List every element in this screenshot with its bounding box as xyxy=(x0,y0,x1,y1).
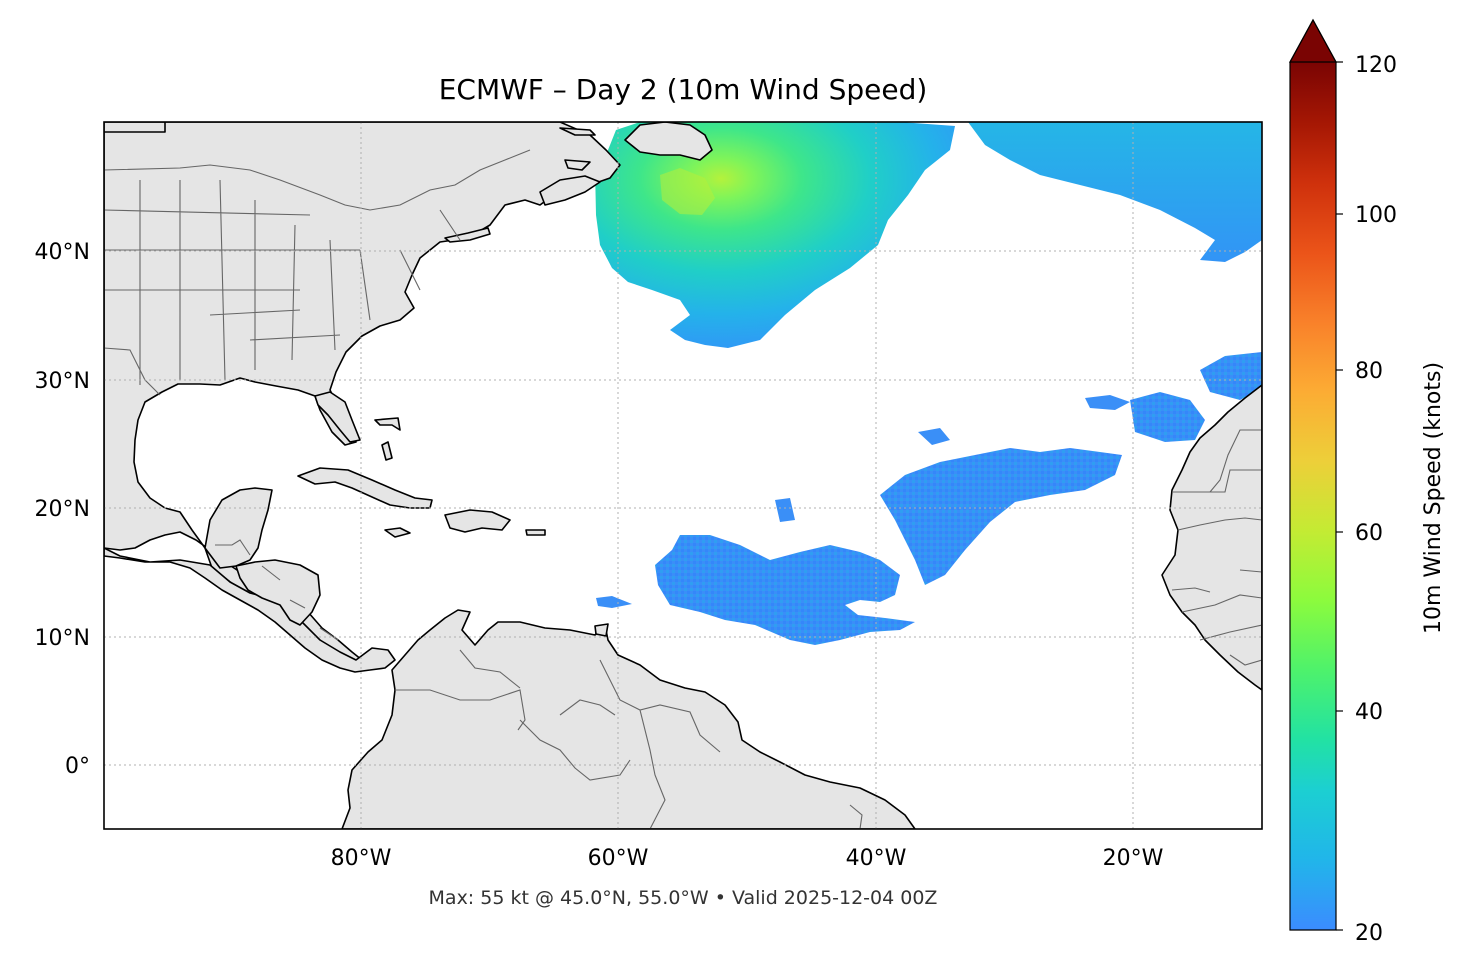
colorbar-outline xyxy=(1289,18,1337,931)
hispaniola-land xyxy=(444,509,511,533)
colorbar-tick-label-120: 120 xyxy=(1355,53,1397,78)
us-state-borders xyxy=(104,179,461,385)
central-america-isthmus-land xyxy=(235,559,321,626)
bahamas-land-2 xyxy=(381,441,393,461)
storm-core xyxy=(660,168,715,215)
colorbar-tick-label-60: 60 xyxy=(1355,521,1383,546)
map-caption: Max: 55 kt @ 45.0°N, 55.0°W • Valid 2025… xyxy=(429,887,938,909)
colorbar: 20 40 60 80 100 120 10m Wind Speed (knot… xyxy=(1288,18,1446,946)
lat-label-30: 30°N xyxy=(35,369,90,394)
isolated-wind-patch xyxy=(596,596,632,608)
colorbar-ticks xyxy=(1336,61,1343,931)
land-layer xyxy=(104,122,1262,829)
nova-scotia-land xyxy=(539,175,601,206)
longitude-labels: 80°W 60°W 40°W 20°W xyxy=(331,846,1164,871)
isolated-wind-patch-2 xyxy=(775,498,795,522)
canary-trades-wind-region xyxy=(1200,352,1262,400)
graticule xyxy=(104,122,1262,829)
canary-trades-wind-patch xyxy=(1130,392,1205,442)
isolated-wind-patch-4 xyxy=(918,428,950,445)
jamaica-land xyxy=(384,527,411,538)
lat-label-20: 20°N xyxy=(35,497,90,522)
colorbar-tick-label-40: 40 xyxy=(1355,700,1383,725)
colorbar-extend-arrow xyxy=(1288,18,1338,63)
africa-land xyxy=(1161,384,1262,691)
florida-peninsula-land xyxy=(314,391,361,443)
lon-label-60w: 60°W xyxy=(588,846,649,871)
colorbar-gradient xyxy=(1290,62,1336,930)
newfoundland-land xyxy=(624,122,713,161)
lon-label-80w: 80°W xyxy=(331,846,392,871)
colorbar-tick-label-80: 80 xyxy=(1355,359,1383,384)
latitude-labels: 40°N 30°N 20°N 10°N 0° xyxy=(35,240,90,779)
bahamas-land xyxy=(374,417,401,431)
lat-label-0: 0° xyxy=(65,754,90,779)
lon-label-20w: 20°W xyxy=(1103,846,1164,871)
prince-edward-island-land xyxy=(564,159,591,171)
tropical-trades-central-wind-region xyxy=(880,448,1122,585)
puerto-rico-land xyxy=(525,529,546,536)
south-america-borders xyxy=(395,649,863,829)
us-mexico-border xyxy=(104,347,161,396)
map-area xyxy=(103,121,1263,830)
colorbar-tick-label-100: 100 xyxy=(1355,203,1397,228)
colorbar-tick-label-20: 20 xyxy=(1355,921,1383,946)
colorbar-title: 10m Wind Speed (knots) xyxy=(1421,362,1446,634)
africa-borders xyxy=(1171,429,1262,666)
northeast-atlantic-wind-region xyxy=(968,122,1262,262)
long-island-land xyxy=(444,227,491,243)
central-america-borders xyxy=(215,539,339,641)
map-title: ECMWF – Day 2 (10m Wind Speed) xyxy=(439,73,928,106)
tropical-trades-west-wind-region xyxy=(655,535,915,645)
political-borders xyxy=(104,149,1262,829)
lat-label-40: 40°N xyxy=(35,240,90,265)
us-canada-border xyxy=(104,149,531,211)
trinidad-land xyxy=(594,623,609,637)
central-america-land xyxy=(104,547,396,673)
lat-label-10: 10°N xyxy=(35,626,90,651)
lon-label-40w: 40°W xyxy=(846,846,907,871)
cape-cod-land xyxy=(559,127,596,136)
south-america-land xyxy=(341,609,916,829)
wind-speed-field xyxy=(205,122,1262,802)
isolated-wind-patch-3 xyxy=(1085,395,1130,410)
map-frame xyxy=(103,121,1263,830)
greenland-ne-land xyxy=(104,122,166,133)
